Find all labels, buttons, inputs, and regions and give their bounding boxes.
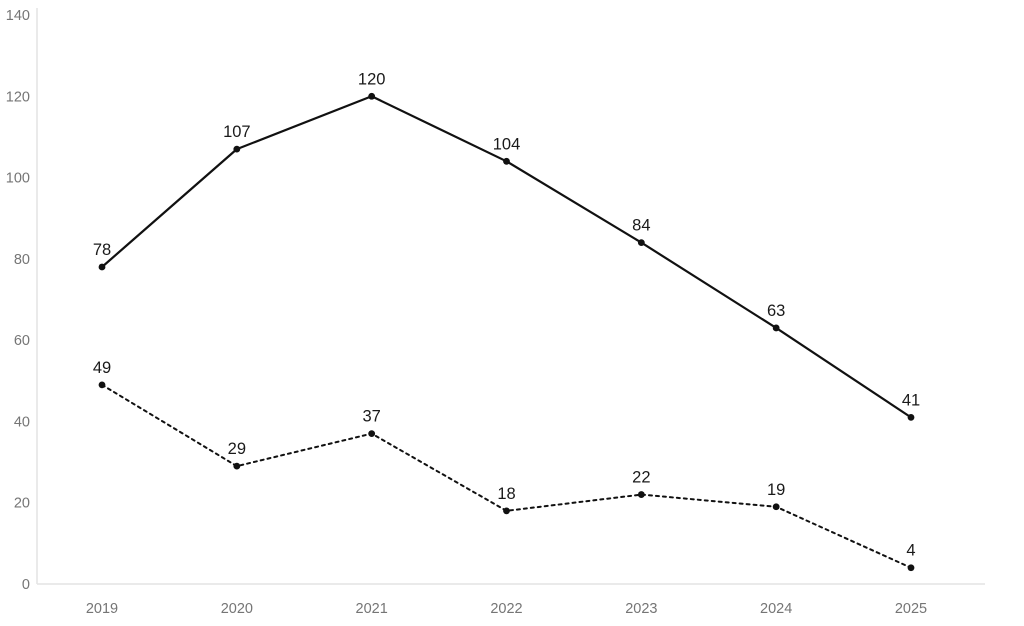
data-point-label: 22 [632,469,650,487]
y-tick-label: 120 [6,89,30,105]
data-point-marker [637,491,645,498]
data-point-label: 63 [767,302,785,320]
data-point-marker [233,145,241,153]
y-tick-label: 140 [6,8,30,24]
x-tick-label: 2022 [490,601,522,617]
x-tick-label: 2021 [356,601,388,617]
y-tick-label: 20 [14,496,30,512]
data-point-marker [907,413,915,421]
data-point-marker [98,263,106,271]
series-dotted-line [101,383,912,569]
data-point-label: 78 [93,241,111,259]
data-point-label: 120 [358,70,386,88]
x-tick-label: 2020 [221,601,253,617]
data-point-marker [637,239,645,247]
x-tick-label: 2024 [760,601,792,617]
x-tick-label: 2023 [625,601,657,617]
y-tick-label: 80 [14,252,30,268]
data-point-label: 19 [767,481,785,499]
data-point-marker [98,381,106,389]
x-tick-label: 2019 [86,601,118,617]
data-point-marker [907,564,915,572]
data-point-label: 4 [906,542,915,560]
y-tick-label: 0 [22,577,30,593]
data-point-marker [233,462,241,470]
data-point-label: 29 [228,440,246,458]
y-tick-label: 40 [14,414,30,430]
data-point-label: 84 [632,217,650,235]
y-tick-label: 60 [14,333,30,349]
data-point-marker [368,92,376,100]
x-tick-label: 2025 [895,601,927,617]
data-point-label: 49 [93,359,111,377]
y-tick-label: 100 [6,171,30,187]
data-point-marker [772,324,780,332]
data-point-label: 41 [902,391,920,409]
data-point-marker [503,157,510,165]
data-point-marker [368,430,376,438]
data-point-label: 104 [493,135,521,153]
data-point-marker [772,503,780,511]
data-point-label: 107 [223,123,251,141]
data-point-marker [503,507,510,515]
data-point-label: 37 [362,408,380,426]
data-point-label: 18 [497,485,515,503]
